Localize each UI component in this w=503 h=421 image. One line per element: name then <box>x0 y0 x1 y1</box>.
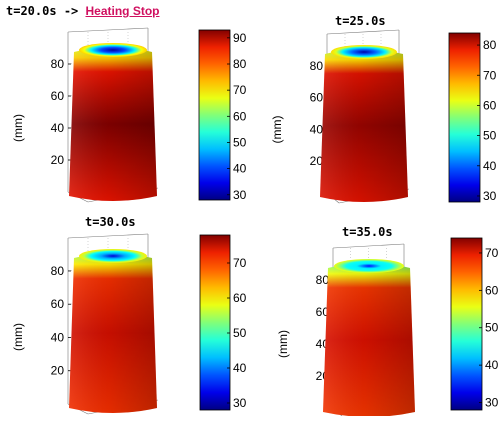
colorbar-tick-label: 80 <box>233 57 247 71</box>
surface-plot: 20 40 60 80 (mm) 30 40 50 60 70 <box>11 233 247 415</box>
y-axis-label: (mm) <box>270 116 284 144</box>
colorbar <box>450 237 483 411</box>
colorbar <box>199 234 231 411</box>
colorbar-tick-label: 50 <box>233 135 247 149</box>
panel-t30: t=30.0s 20 40 60 80 (mm) 30 40 50 60 70 <box>0 208 251 416</box>
panel-title: t=25.0s <box>335 14 386 28</box>
y-axis-label: (mm) <box>276 330 290 358</box>
y-tick-label: 80 <box>51 264 65 278</box>
panel-title: t=30.0s <box>85 215 136 229</box>
colorbar-tick-label: 70 <box>233 83 247 97</box>
y-tick-label: 40 <box>51 121 65 135</box>
panel-title: t=35.0s <box>342 225 393 239</box>
top-edge-line <box>67 27 149 33</box>
colorbar <box>198 29 231 201</box>
y-tick-label: 20 <box>51 364 65 378</box>
y-tick-label: 60 <box>310 91 324 105</box>
y-tick-label: 20 <box>51 153 65 167</box>
colorbar-tick-label: 50 <box>485 321 499 335</box>
colorbar-tick-label: 70 <box>233 256 247 270</box>
y-tick-label: 40 <box>51 330 65 344</box>
colorbar-tick-label: 60 <box>233 109 247 123</box>
y-tick-label: 80 <box>51 57 65 71</box>
panel-t25: t=25.0s 20 40 60 80 (mm) 30 40 50 60 70 80 <box>251 0 503 208</box>
colorbar-tick-label: 50 <box>483 129 497 143</box>
surface-plot: 20 40 60 80 (mm) 30 40 50 60 70 80 90 <box>11 27 247 203</box>
y-axis-label: (mm) <box>11 114 25 142</box>
title-time: t=25.0s <box>335 14 386 28</box>
top-cap <box>331 45 397 59</box>
surface-plot: 20 40 60 80 (mm) 30 40 50 60 70 80 <box>270 29 497 204</box>
y-tick-label: 20 <box>310 154 324 168</box>
cylinder-shading <box>69 47 157 201</box>
y-tick-label: 80 <box>316 273 330 287</box>
top-cap <box>79 43 147 57</box>
y-tick-label: 60 <box>51 89 65 103</box>
panel-title: t=20.0s -> Heating Stop <box>6 4 160 18</box>
title-time: t=30.0s <box>85 215 136 229</box>
colorbar-tick-label: 60 <box>485 283 499 297</box>
colorbar-tick-label: 60 <box>233 291 247 305</box>
colorbar-tick-label: 30 <box>233 188 247 202</box>
colorbar-tick-label: 40 <box>233 361 247 375</box>
top-cap <box>334 259 404 273</box>
colorbar-tick-label: 40 <box>485 358 499 372</box>
top-edge-line <box>332 243 405 249</box>
y-tick-label: 60 <box>316 305 330 319</box>
top-edge-line <box>326 29 400 35</box>
cylinder-shading <box>69 253 157 413</box>
title-arrow: -> <box>63 4 79 18</box>
colorbar-tick-label: 70 <box>485 246 499 260</box>
colorbar-tick-label: 40 <box>483 159 497 173</box>
top-edge-line <box>67 233 149 239</box>
colorbar-tick-label: 30 <box>485 396 499 410</box>
colorbar-tick-label: 30 <box>233 396 247 410</box>
y-tick-label: 80 <box>310 59 324 73</box>
y-tick-label: 40 <box>310 122 324 136</box>
colorbar-tick-label: 90 <box>233 31 247 45</box>
colorbar-tick-label: 60 <box>483 98 497 112</box>
cylinder-shading <box>320 49 408 202</box>
y-tick-label: 60 <box>51 297 65 311</box>
cylinder-shading <box>323 263 415 417</box>
colorbar-tick-label: 80 <box>483 38 497 52</box>
panel-t35: t=35.0s 20 40 60 80 (mm) 30 40 50 60 70 <box>251 208 503 419</box>
top-cap <box>79 249 147 263</box>
y-axis-label: (mm) <box>11 323 25 351</box>
title-time: t=35.0s <box>342 225 393 239</box>
heating-stop-link[interactable]: Heating Stop <box>85 4 160 18</box>
colorbar-tick-label: 50 <box>233 326 247 340</box>
colorbar-tick-label: 70 <box>483 68 497 82</box>
colorbar-tick-label: 30 <box>483 189 497 203</box>
panel-t20: t=20.0s -> Heating Stop 20 40 60 80 (mm) 30 40… <box>0 0 251 208</box>
colorbar <box>448 32 481 203</box>
title-time: t=20.0s <box>6 4 57 18</box>
colorbar-tick-label: 40 <box>233 162 247 176</box>
